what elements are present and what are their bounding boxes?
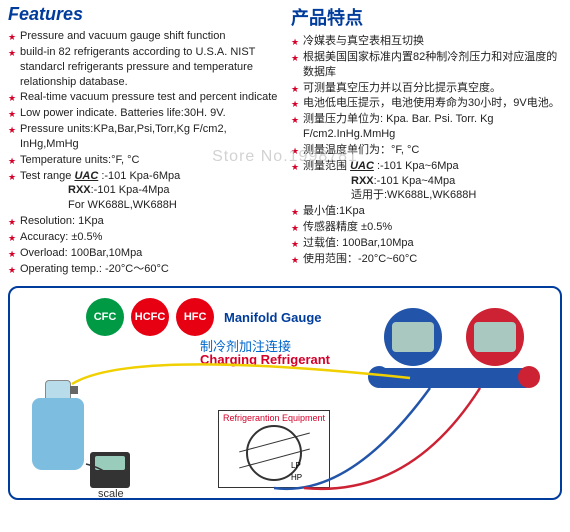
feature-item: 电池低电压提示，电池使用寿命为30小时，9V电池。: [291, 96, 562, 111]
feature-item: Pressure and vacuum gauge shift function: [8, 29, 279, 44]
feature-item: build-in 82 refrigerants according to U.…: [8, 45, 279, 90]
feature-item: Pressure units:KPa,Bar,Psi,Torr,Kg F/cm2…: [8, 122, 279, 152]
diagram: CFC HCFC HFC Manifold Gauge 制冷剂加注连接 Char…: [8, 286, 562, 500]
scale-device-icon: [90, 452, 130, 488]
feature-item: Resolution: 1Kpa: [8, 214, 279, 229]
blue-gauge-icon: [384, 308, 442, 366]
manifold-bar-icon: [378, 368, 530, 388]
refrigeration-title: Refrigerantion Equipment: [219, 411, 329, 425]
test-range-label: Test range: [20, 170, 71, 182]
feature-test-range-cn: 测量范围 UAC :-101 Kpa~6Mpa RXX:-101 Kpa~4Mp…: [291, 159, 562, 204]
manifold-gauge-icon: [364, 308, 544, 448]
features-list-cn: 冷媒表与真空表相互切换 根据美国国家标准内置82种制冷剂压力和对应温度的数据库 …: [291, 34, 562, 267]
feature-item: Overload: 100Bar,10Mpa: [8, 246, 279, 261]
feature-item: 冷媒表与真空表相互切换: [291, 34, 562, 49]
manifold-gauge-label: Manifold Gauge: [224, 310, 322, 325]
rxx-value-cn: :-101 Kpa~4Mpa: [374, 175, 456, 187]
refrigerant-tank-icon: [32, 376, 84, 470]
test-range-label-cn: 测量范围: [303, 160, 347, 172]
cfc-badge: CFC: [86, 298, 124, 336]
rxx-label-cn: RXX: [351, 175, 374, 187]
rxx-value: :-101 Kpa-4Mpa: [91, 184, 170, 196]
red-gauge-icon: [466, 308, 524, 366]
feature-item: 测量温度单们为：°F, °C: [291, 143, 562, 158]
feature-item: 最小值:1Kpa: [291, 204, 562, 219]
feature-item: 可测量真空压力并以百分比提示真空度。: [291, 81, 562, 96]
features-list: Pressure and vacuum gauge shift function…: [8, 29, 279, 277]
feature-item: 过载值: 100Bar,10Mpa: [291, 236, 562, 251]
feature-item: 根据美国国家标准内置82种制冷剂压力和对应温度的数据库: [291, 50, 562, 80]
lp-label: LP: [291, 461, 301, 470]
hcfc-badge: HCFC: [131, 298, 169, 336]
uac-value-cn: :-101 Kpa~6Mpa: [374, 160, 459, 172]
blue-valve-icon: [368, 366, 390, 388]
feature-test-range: Test range UAC :-101 Kpa-6Mpa RXX:-101 K…: [8, 169, 279, 214]
uac-label: UAC: [74, 170, 98, 182]
feature-item: Low power indicate. Batteries life:30H. …: [8, 106, 279, 121]
for-line: For WK688L,WK688H: [20, 198, 279, 213]
features-heading-cn: 产品特点: [291, 4, 562, 30]
feature-item: Real-time vacuum pressure test and perce…: [8, 90, 279, 105]
badges: CFC HCFC HFC: [86, 298, 218, 336]
hp-label: HP: [291, 473, 302, 482]
uac-label-cn: UAC: [350, 160, 374, 172]
feature-item: 测量压力单位为: Kpa. Bar. Psi. Torr. Kg F/cm2.I…: [291, 112, 562, 142]
hfc-badge: HFC: [176, 298, 214, 336]
feature-item: Operating temp.: -20°C～60°C: [8, 262, 279, 277]
rxx-label: RXX: [68, 184, 91, 196]
uac-value: :-101 Kpa-6Mpa: [98, 170, 180, 182]
red-valve-icon: [518, 366, 540, 388]
refrigeration-equipment-box: Refrigerantion Equipment LP HP: [218, 410, 330, 488]
feature-item: Temperature units:°F, °C: [8, 153, 279, 168]
features-heading: Features: [8, 4, 279, 25]
scale-label: scale: [98, 488, 124, 500]
charging-label-en: Charging Refrigerant: [200, 352, 330, 367]
feature-item: 使用范围：-20°C~60°C: [291, 252, 562, 267]
feature-item: Accuracy: ±0.5%: [8, 230, 279, 245]
feature-item: 传感器精度 ±0.5%: [291, 220, 562, 235]
for-line-cn: 适用于:WK688L,WK688H: [303, 188, 562, 203]
